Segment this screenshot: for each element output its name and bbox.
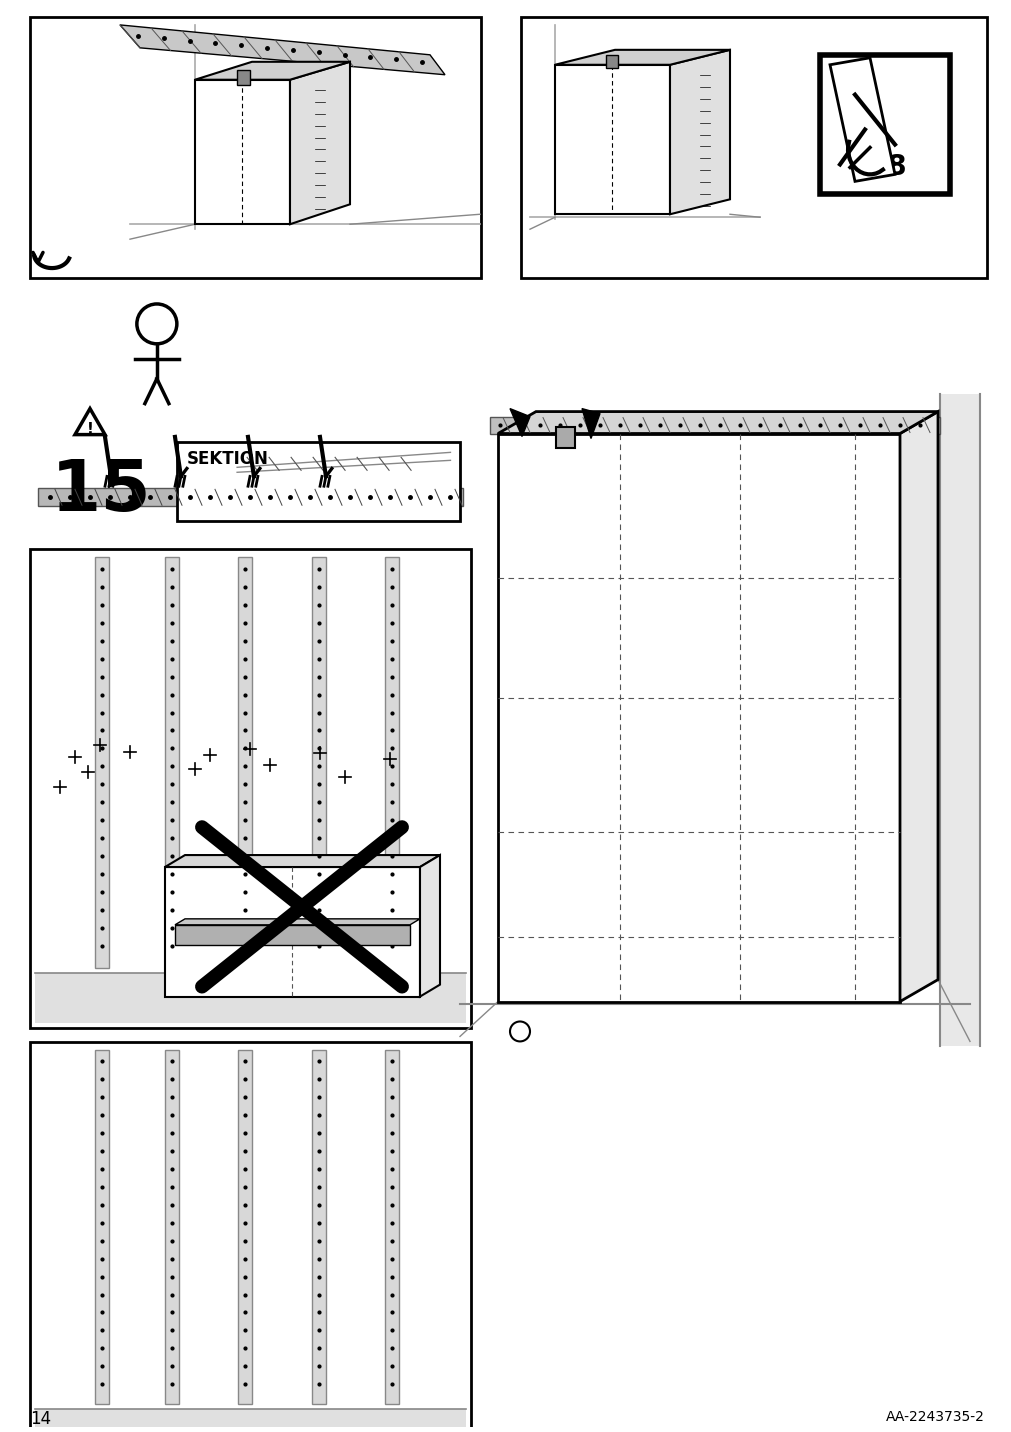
Text: 18: 18 (867, 153, 907, 182)
Bar (384, 557, 398, 968)
Bar (311, 557, 326, 968)
Polygon shape (175, 919, 420, 925)
Bar (819, 54, 949, 195)
Text: !: ! (87, 422, 93, 437)
Bar (95, 1050, 109, 1405)
Bar (606, 54, 618, 67)
Bar (238, 1050, 252, 1405)
Polygon shape (420, 855, 440, 997)
Text: 14: 14 (30, 1411, 52, 1428)
Bar (30, 17, 480, 278)
Polygon shape (510, 408, 530, 437)
Polygon shape (165, 866, 420, 997)
Bar (489, 417, 939, 434)
Bar (237, 70, 250, 84)
Polygon shape (290, 62, 350, 225)
Text: SEKTION: SEKTION (187, 451, 269, 468)
Polygon shape (195, 62, 350, 80)
Bar (939, 394, 979, 1047)
Bar (35, 972, 465, 1022)
Polygon shape (165, 855, 440, 866)
Polygon shape (497, 411, 937, 434)
Bar (238, 557, 252, 968)
Polygon shape (581, 408, 600, 438)
Bar (165, 1050, 179, 1405)
Text: 15: 15 (51, 457, 151, 526)
Polygon shape (899, 411, 937, 1001)
Polygon shape (195, 80, 290, 225)
Polygon shape (554, 64, 669, 215)
Polygon shape (669, 50, 729, 215)
Bar (521, 17, 986, 278)
Bar (35, 1047, 465, 1432)
Bar (35, 554, 465, 1022)
Bar (38, 488, 462, 507)
Polygon shape (554, 50, 729, 64)
Bar (384, 1050, 398, 1405)
Bar (177, 442, 460, 521)
Bar (555, 427, 574, 448)
Bar (30, 550, 470, 1028)
Bar (95, 557, 109, 968)
Polygon shape (829, 57, 894, 182)
Bar (165, 557, 179, 968)
Bar (311, 1050, 326, 1405)
Polygon shape (75, 408, 105, 434)
Polygon shape (497, 434, 899, 1001)
Text: AA-2243735-2: AA-2243735-2 (886, 1411, 984, 1425)
Bar (35, 1409, 465, 1432)
Polygon shape (175, 925, 409, 945)
Polygon shape (120, 24, 445, 74)
Bar (30, 1041, 470, 1432)
